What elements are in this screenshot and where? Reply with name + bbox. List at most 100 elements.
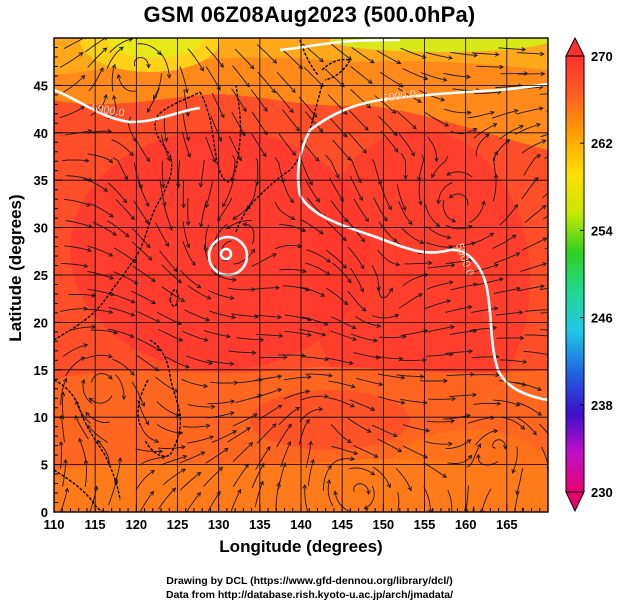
contour-closed-inner: [219, 247, 233, 261]
streamline: [111, 64, 116, 92]
streamline: [276, 71, 296, 93]
streamline-arrowhead: [129, 151, 134, 157]
streamline-arrowhead: [113, 478, 119, 484]
streamline-arrowhead: [180, 297, 186, 302]
streamline-arrowhead: [376, 287, 381, 292]
streamline: [491, 109, 518, 119]
streamline: [163, 114, 168, 142]
streamline-arrowhead: [59, 414, 65, 420]
streamline: [449, 330, 477, 335]
streamline-arrowhead: [259, 337, 265, 343]
streamline: [278, 354, 306, 357]
streamline-arrowhead: [391, 109, 397, 114]
streamline: [348, 467, 375, 476]
streamline: [423, 462, 447, 478]
streamline-arrowhead: [178, 430, 184, 436]
streamline-arrowhead: [498, 277, 504, 282]
streamline: [210, 115, 222, 142]
streamline: [425, 441, 452, 445]
streamline: [328, 116, 348, 138]
streamline-arrowhead: [451, 218, 457, 223]
streamline: [281, 178, 294, 203]
streamline-arrowhead: [515, 252, 521, 257]
streamline-arrowhead: [342, 236, 347, 242]
streamline-arrowhead: [107, 353, 113, 359]
streamline-arrowhead: [410, 151, 415, 157]
streamline: [181, 131, 191, 158]
streamline-arrowhead: [203, 337, 209, 342]
streamline-arrowhead: [237, 156, 242, 162]
streamline-arrowhead: [476, 453, 481, 459]
streamline-arrowhead: [229, 361, 235, 367]
streamline: [205, 136, 216, 163]
streamline-arrowhead: [184, 88, 189, 94]
streamline-arrowhead: [493, 150, 498, 156]
streamline: [377, 373, 405, 379]
streamline-arrowhead: [551, 507, 555, 511]
streamline: [128, 116, 137, 142]
streamline-arrowhead: [346, 156, 352, 161]
streamline: [278, 133, 296, 156]
streamline-arrowhead: [328, 373, 333, 378]
colorbar-tick-label: 230: [591, 485, 613, 500]
streamline-arrowhead: [400, 400, 406, 405]
streamline-arrowhead: [451, 396, 457, 402]
streamline: [324, 154, 340, 178]
streamline-arrowhead: [63, 458, 68, 464]
streamline: [184, 309, 210, 321]
streamline-arrowhead: [242, 222, 247, 227]
streamline-arrowhead: [550, 489, 554, 493]
streamline-arrowhead: [386, 483, 392, 489]
streamline: [541, 446, 548, 466]
streamline: [112, 358, 135, 376]
streamline: [278, 463, 286, 490]
streamline: [322, 465, 332, 491]
streamline-arrowhead: [342, 132, 348, 138]
streamline: [326, 221, 347, 241]
streamline-arrowhead: [80, 74, 86, 80]
streamline-arrowhead: [472, 392, 478, 398]
streamline-arrowhead: [108, 252, 114, 257]
streamline: [153, 73, 162, 100]
streamline: [427, 326, 454, 333]
streamline-arrowhead: [377, 180, 382, 186]
streamline: [182, 424, 210, 428]
streamline-arrowhead: [412, 124, 417, 130]
streamline-arrowhead: [493, 173, 499, 179]
streamline: [474, 430, 498, 446]
streamline-arrowhead: [171, 487, 177, 493]
streamline: [63, 75, 86, 93]
streamline: [447, 455, 472, 464]
streamline-arrowhead: [231, 314, 237, 320]
streamline: [177, 160, 181, 188]
x-tick-label: 125: [167, 517, 189, 532]
y-tick-label: 25: [34, 268, 48, 283]
streamline-arrowhead: [523, 71, 529, 76]
streamline-arrowhead: [80, 356, 86, 361]
streamline-arrowhead: [216, 490, 221, 496]
streamline: [349, 157, 362, 183]
streamline-arrowhead: [532, 430, 537, 436]
streamline-arrowhead: [87, 247, 93, 253]
streamline: [89, 203, 114, 218]
streamline-arrowhead: [473, 52, 479, 58]
streamline: [304, 111, 324, 133]
streamline-arrowhead: [324, 356, 330, 362]
streamline: [301, 395, 329, 401]
streamline-arrowhead: [107, 374, 113, 380]
streamline: [74, 415, 89, 440]
streamline-arrowhead: [364, 126, 369, 131]
streamline: [403, 273, 428, 287]
streamline: [107, 182, 127, 203]
streamline: [131, 381, 145, 407]
streamline: [106, 220, 130, 238]
streamline: [65, 220, 92, 228]
streamline-arrowhead: [463, 508, 469, 512]
streamline-arrowhead: [402, 206, 407, 211]
streamline: [492, 234, 517, 249]
streamline-arrowhead: [291, 88, 296, 93]
streamline: [206, 359, 234, 365]
streamline-arrowhead: [320, 292, 326, 297]
streamline-arrowhead: [263, 130, 268, 136]
streamline: [516, 467, 523, 495]
